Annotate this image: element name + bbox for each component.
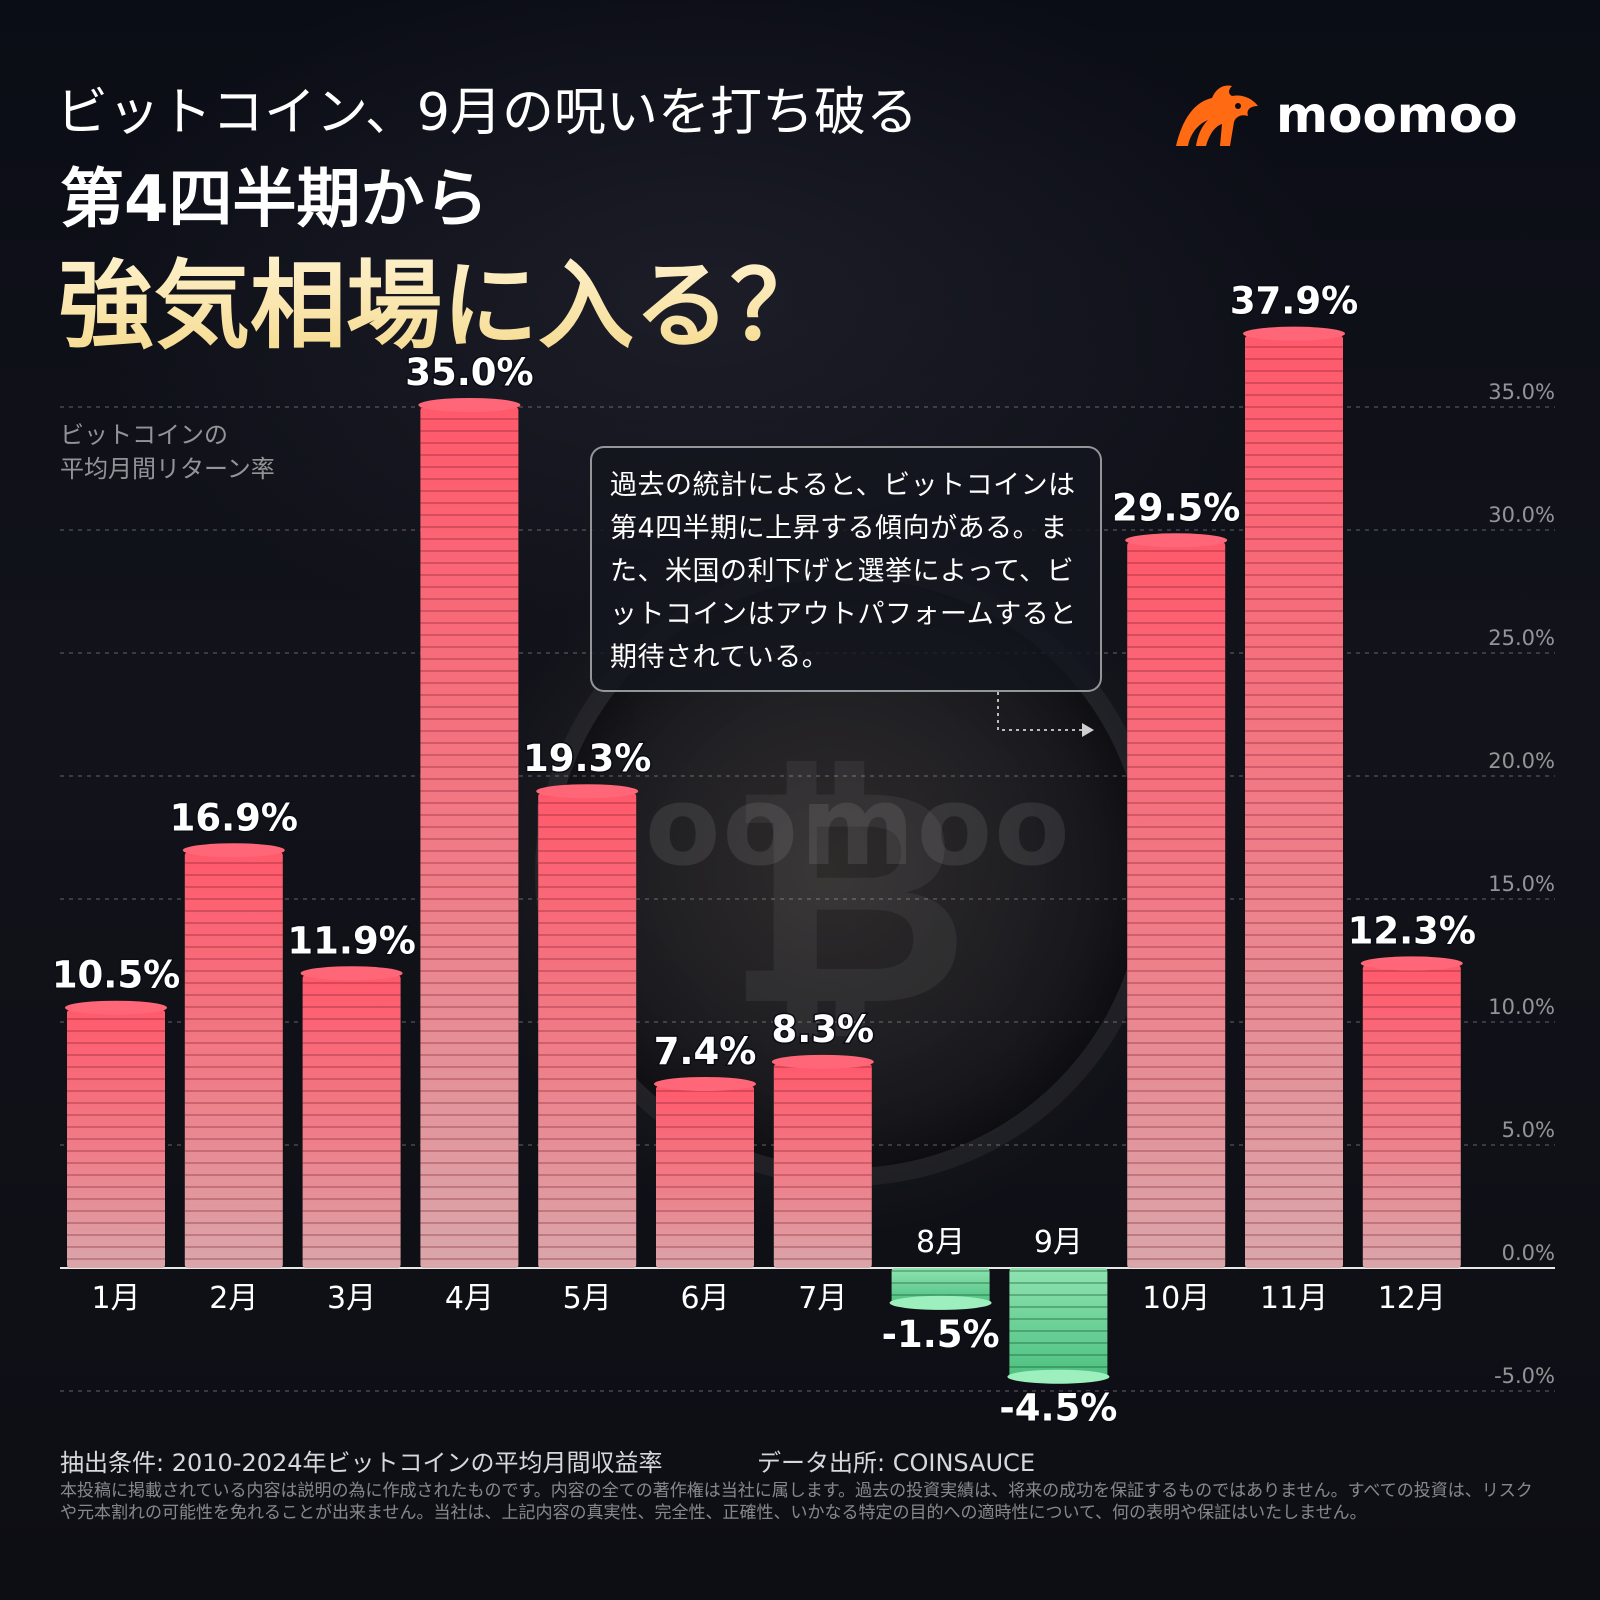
coin-stack-texture bbox=[1009, 1268, 1108, 1379]
coin-stack-texture bbox=[538, 793, 637, 1268]
y-tick-label: 15.0% bbox=[1488, 872, 1555, 896]
coin-top bbox=[65, 1000, 167, 1015]
brand-name: moomoo bbox=[1276, 86, 1518, 144]
brand-logo: moomoo bbox=[1172, 80, 1518, 150]
bar-10 bbox=[1125, 533, 1228, 1268]
y-tick-label: -5.0% bbox=[1494, 1364, 1555, 1388]
bar-1 bbox=[65, 1000, 167, 1268]
y-tick-label: 20.0% bbox=[1488, 749, 1555, 773]
title-line-1: ビットコイン、9月の呪いを打ち破る bbox=[56, 83, 918, 143]
bar-9 bbox=[1007, 1268, 1110, 1384]
bar-5 bbox=[536, 784, 639, 1268]
coin-top bbox=[418, 398, 521, 412]
y-tick-label: 30.0% bbox=[1488, 503, 1555, 527]
footer-condition: 抽出条件: 2010-2024年ビットコインの平均月間収益率 bbox=[60, 1449, 663, 1477]
data-label: -4.5% bbox=[999, 1387, 1117, 1430]
coin-top bbox=[1243, 326, 1345, 341]
bar-6 bbox=[654, 1076, 756, 1268]
coin-top bbox=[300, 966, 403, 981]
y-tick-label: 10.0% bbox=[1488, 995, 1555, 1019]
coin-top bbox=[182, 843, 285, 858]
data-label: 37.9% bbox=[1230, 280, 1358, 323]
bar-3 bbox=[300, 966, 403, 1268]
y-tick-label: 5.0% bbox=[1502, 1118, 1555, 1142]
title-line-2: 第4四半期から bbox=[60, 163, 489, 237]
category-label: 11月 bbox=[1260, 1281, 1328, 1316]
category-label: 2月 bbox=[209, 1281, 258, 1316]
category-label: 5月 bbox=[563, 1281, 612, 1316]
disclaimer: 本投稿に掲載されている内容は説明の為に作成されたものです。内容の全ての著作権は当… bbox=[60, 1481, 1533, 1523]
category-label: 12月 bbox=[1378, 1281, 1446, 1316]
data-label: 11.9% bbox=[287, 919, 415, 962]
data-label: 12.3% bbox=[1348, 909, 1476, 952]
bar-8 bbox=[889, 1268, 992, 1310]
coin-stack-texture bbox=[67, 1009, 165, 1268]
coin-stack-texture bbox=[302, 975, 401, 1268]
y-tick-label: 0.0% bbox=[1502, 1241, 1555, 1265]
callout-box: 過去の統計によると、ビットコインは第4四半期に上昇する傾向がある。また、米国の利… bbox=[590, 446, 1102, 692]
coin-top bbox=[771, 1054, 874, 1069]
bars bbox=[65, 326, 1463, 1384]
callout-arrow bbox=[997, 692, 1094, 737]
data-label: 19.3% bbox=[523, 737, 651, 780]
footer-source: データ出所: COINSAUCE bbox=[757, 1449, 1035, 1477]
coin-top bbox=[1125, 533, 1228, 548]
coin-stack-texture bbox=[1245, 335, 1343, 1268]
coin-stack-texture bbox=[1362, 965, 1461, 1268]
category-label: 10月 bbox=[1142, 1281, 1210, 1316]
bar-11 bbox=[1243, 326, 1345, 1268]
data-label: 8.3% bbox=[771, 1008, 874, 1051]
category-label: 4月 bbox=[445, 1281, 494, 1316]
coin-top bbox=[536, 784, 639, 799]
data-label: 10.5% bbox=[52, 954, 180, 997]
coin-stack-texture bbox=[1127, 542, 1226, 1268]
category-label: 6月 bbox=[680, 1281, 729, 1316]
y-tick-label: 35.0% bbox=[1488, 380, 1555, 404]
data-label: 35.0% bbox=[405, 351, 533, 394]
data-label: 7.4% bbox=[654, 1030, 757, 1073]
coin-stack-texture bbox=[656, 1085, 754, 1268]
coin-top bbox=[1360, 956, 1463, 971]
bull-icon bbox=[1176, 85, 1258, 146]
bitcoin-icon: ₿ bbox=[725, 723, 971, 1072]
bar-12 bbox=[1360, 956, 1463, 1268]
labels: 10.5% 1月 16.9% 2月 11.9% 3月 35.0% 4月 19.3% 5月 7.4% 6… bbox=[50, 278, 1477, 1431]
category-label: 9月 bbox=[1034, 1225, 1083, 1260]
coin-stack-texture bbox=[773, 1063, 872, 1268]
data-label: 16.9% bbox=[170, 796, 298, 839]
data-label: -1.5% bbox=[882, 1313, 1000, 1356]
coin-top bbox=[889, 1295, 992, 1310]
category-label: 8月 bbox=[916, 1225, 965, 1260]
bar-7 bbox=[771, 1054, 874, 1268]
category-label: 7月 bbox=[798, 1281, 847, 1316]
data-label: 29.5% bbox=[1112, 486, 1240, 529]
bar-2 bbox=[182, 843, 285, 1268]
y-axis-label: ビットコインの 平均月間リターン率 bbox=[60, 421, 275, 483]
category-label: 1月 bbox=[91, 1281, 140, 1316]
bar-4 bbox=[418, 398, 521, 1268]
y-tick-label: 25.0% bbox=[1488, 626, 1555, 650]
category-label: 3月 bbox=[327, 1281, 376, 1316]
title-line-3: 強気相場に入る？ bbox=[58, 228, 826, 367]
coin-top bbox=[1007, 1369, 1110, 1384]
coin-stack-texture bbox=[184, 852, 283, 1268]
coin-top bbox=[654, 1076, 756, 1091]
coin-stack-texture bbox=[420, 407, 519, 1268]
